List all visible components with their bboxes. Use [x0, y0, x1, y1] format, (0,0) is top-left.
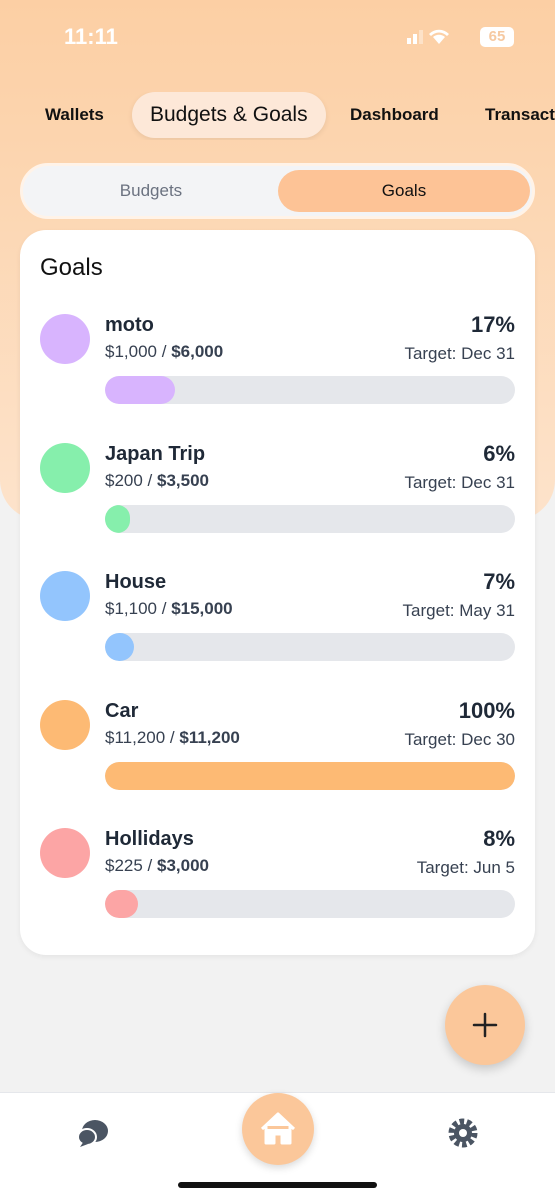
progress-fill [105, 504, 130, 533]
goal-percent: 17% [470, 312, 515, 337]
goal-target-date: Target: Jun 5 [416, 858, 515, 877]
chat-icon[interactable] [76, 1117, 110, 1151]
goal-target-date: Target: Dec 31 [404, 472, 515, 492]
goal-row: Car $11,200 / $11,200 100% Target: Dec 30 [20, 697, 535, 810]
goal-color-dot [40, 828, 90, 878]
goal-target-date: Target: May 31 [402, 601, 515, 620]
target-amount: $6,000 [171, 342, 224, 361]
goal-amount: $1,100 / $15,000 [105, 599, 233, 619]
tab-active[interactable]: Budgets & Goals [132, 92, 326, 138]
home-indicator [178, 1182, 377, 1188]
plus-icon [472, 1012, 498, 1038]
segment-active[interactable]: Goals [278, 170, 530, 212]
tab[interactable]: Transactions [485, 105, 555, 124]
goal-name: Japan Trip [105, 442, 206, 465]
goal-row: House $1,100 / $15,000 7% Target: May 31 [20, 569, 535, 681]
goal-percent: 100% [458, 697, 515, 723]
goal-row: moto $1,000 / $6,000 17% Target: Dec 31 [20, 312, 535, 424]
goal-percent: 8% [483, 826, 515, 851]
goal-target-date: Target: Dec 30 [404, 729, 515, 749]
progress-fill [105, 376, 175, 404]
saved-amount: $11,200 / [105, 727, 175, 747]
goal-row: Japan Trip $200 / $3,500 6% Target: Dec 31 [20, 440, 535, 553]
goal-color-dot [40, 699, 90, 750]
segment[interactable]: Budgets [119, 181, 183, 200]
progress-fill [105, 633, 134, 661]
progress-track [105, 376, 515, 404]
status-time: 11:11 [64, 24, 118, 49]
progress-track [105, 761, 515, 790]
goal-name: moto [105, 314, 154, 336]
settings-icon[interactable] [446, 1116, 480, 1150]
target-amount: $3,000 [157, 856, 209, 875]
progress-track [105, 504, 515, 533]
target-amount: $3,500 [157, 470, 209, 490]
saved-amount: $1,000 / [105, 342, 167, 361]
goal-percent: 6% [483, 440, 515, 466]
goal-name: Hollidays [105, 828, 194, 850]
goal-name: Car [105, 699, 139, 722]
goal-color-dot [40, 442, 90, 493]
card-title: Goals [40, 254, 103, 281]
target-amount: $15,000 [171, 599, 233, 618]
saved-amount: $200 / [105, 470, 153, 490]
status-icons [407, 29, 449, 44]
tab-bar: Wallets Budgets & Goals Dashboard Transa… [0, 92, 555, 140]
progress-fill [105, 890, 138, 918]
goals-card: Goals moto $1,000 / $6,000 17% Target: Dec … [20, 230, 535, 955]
battery: 65 [480, 27, 514, 47]
home-icon [260, 1112, 296, 1145]
goal-color-dot [40, 571, 90, 621]
goal-amount: $11,200 / $11,200 [105, 728, 240, 748]
goal-target-date: Target: Dec 31 [404, 344, 515, 363]
tab[interactable]: Wallets [45, 105, 104, 124]
target-amount: $11,200 [179, 727, 240, 747]
segmented-control: Budgets Goals [20, 163, 535, 219]
goal-amount: $200 / $3,500 [105, 471, 209, 491]
progress-track [105, 633, 515, 661]
home-button[interactable] [242, 1093, 314, 1165]
goal-percent: 7% [483, 569, 515, 594]
goal-amount: $225 / $3,000 [105, 856, 209, 876]
progress-track [105, 890, 515, 918]
tab[interactable]: Dashboard [350, 105, 439, 124]
goal-row: Hollidays $225 / $3,000 8% Target: Jun 5 [20, 826, 535, 938]
add-button[interactable] [445, 985, 525, 1065]
goal-color-dot [40, 314, 90, 364]
goal-name: House [105, 571, 167, 593]
progress-fill [105, 761, 515, 790]
saved-amount: $225 / [105, 856, 153, 875]
goal-amount: $1,000 / $6,000 [105, 342, 223, 362]
saved-amount: $1,100 / [105, 599, 167, 618]
